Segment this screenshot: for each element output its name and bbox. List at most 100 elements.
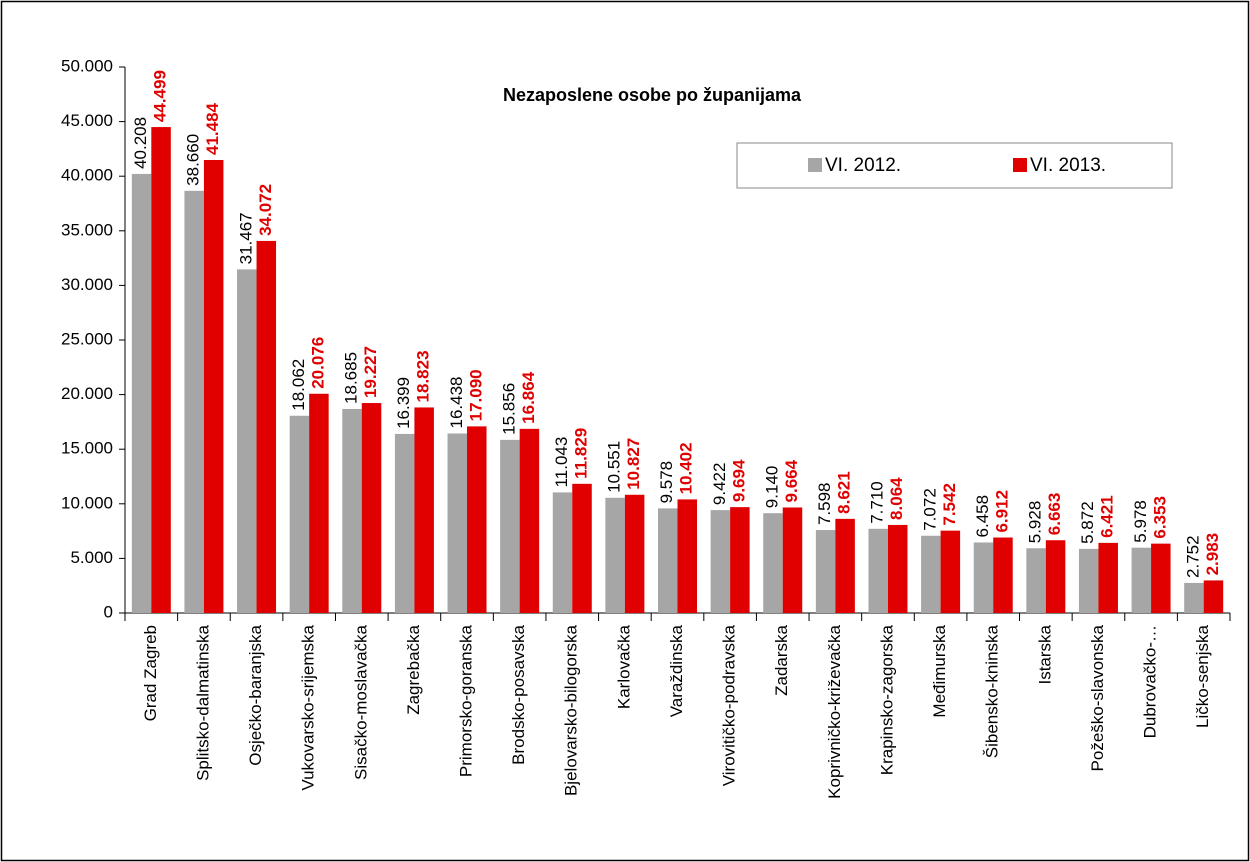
x-tick-label: Krapinsko-zagorska (877, 624, 896, 775)
legend-label: VI. 2013. (1030, 155, 1106, 176)
data-label: 9.694 (729, 459, 748, 502)
data-label: 6.912 (992, 490, 1011, 533)
y-tick-label: 30.000 (61, 275, 113, 294)
bar (815, 530, 836, 613)
bar (1151, 543, 1171, 613)
x-tick-label: Vukovarsko-srijemska (299, 624, 318, 790)
bar (552, 492, 573, 613)
bar (394, 433, 415, 613)
bar (1203, 580, 1224, 613)
bar (414, 407, 434, 613)
y-tick-label: 40.000 (61, 166, 113, 185)
x-tick-label: Šibensko-kninska (983, 624, 1002, 758)
bar (730, 507, 750, 613)
x-tick-label: Grad Zagreb (141, 625, 160, 721)
data-label: 7.542 (940, 483, 959, 526)
bar (993, 537, 1013, 613)
data-label: 20.076 (308, 337, 327, 389)
bar (519, 428, 540, 613)
data-label: 2.752 (1183, 535, 1202, 578)
data-label: 5.872 (1078, 501, 1097, 544)
bar (500, 439, 520, 613)
x-tick-label: Požeško-slavonska (1088, 624, 1107, 771)
y-tick-label: 0 (104, 602, 113, 621)
bar (940, 530, 961, 613)
data-label: 8.621 (835, 471, 854, 514)
data-label: 10.402 (677, 442, 696, 494)
bar (1098, 542, 1118, 613)
x-tick-label: Virovitičko-podravska (720, 624, 739, 786)
data-label: 5.928 (1026, 501, 1045, 544)
x-tick-label: Karlovačka (614, 624, 633, 709)
data-label: 9.578 (657, 461, 676, 504)
x-tick-label: Koprivničko-križevačka (825, 624, 844, 798)
x-tick-label: Ličko-senjska (1193, 624, 1212, 728)
bar (447, 433, 468, 613)
bar (921, 535, 941, 613)
bar (203, 159, 224, 613)
data-label: 8.064 (887, 477, 906, 520)
bar (782, 507, 803, 613)
data-label: 7.710 (868, 481, 887, 524)
y-tick-label: 20.000 (61, 384, 113, 403)
data-label: 6.421 (1098, 495, 1117, 538)
data-label: 11.829 (571, 428, 590, 479)
data-label: 15.856 (499, 383, 518, 435)
data-label: 2.983 (1203, 533, 1222, 576)
y-tick-label: 35.000 (61, 220, 113, 239)
bar (1045, 540, 1066, 613)
y-tick-label: 50.000 (61, 56, 113, 75)
bar (658, 508, 678, 613)
data-label: 11.043 (552, 437, 571, 488)
bar (361, 403, 382, 613)
bar (1131, 547, 1152, 613)
data-label: 18.823 (414, 350, 433, 402)
data-label: 38.660 (184, 134, 203, 186)
x-tick-label: Bjelovarsko-bilogorska (562, 624, 581, 796)
data-label: 16.399 (394, 377, 413, 429)
bar (256, 240, 277, 613)
x-tick-label: Splitsko-dalmatinska (193, 624, 212, 780)
legend-swatch (808, 158, 822, 172)
bar (710, 510, 731, 613)
bar (677, 499, 697, 613)
data-label: 19.227 (361, 346, 380, 398)
x-tick-label: Međimurska (930, 624, 949, 717)
data-label: 31.467 (236, 212, 255, 264)
data-label: 18.062 (289, 359, 308, 411)
bar (868, 528, 888, 613)
bar (624, 494, 645, 613)
x-tick-label: Brodsko-posavska (509, 624, 528, 764)
x-tick-label: Zagrebačka (404, 624, 423, 714)
x-tick-label: Sisačko-moslavačka (351, 624, 370, 779)
data-label: 6.353 (1150, 496, 1169, 539)
bar (835, 518, 855, 613)
data-label: 41.484 (203, 102, 222, 155)
data-label: 9.422 (710, 463, 729, 506)
bar (467, 426, 487, 613)
legend-label: VI. 2012. (825, 155, 901, 176)
y-tick-label: 10.000 (61, 493, 113, 512)
bar (184, 190, 204, 613)
y-tick-label: 45.000 (61, 111, 113, 130)
bar (151, 127, 171, 613)
x-tick-label: Istarska (1035, 624, 1054, 684)
x-tick-label: Dubrovačko-… (1141, 625, 1160, 738)
y-tick-label: 15.000 (61, 439, 113, 458)
bar (131, 173, 152, 613)
x-tick-label: Zadarska (772, 624, 791, 695)
data-label: 17.090 (466, 369, 485, 421)
data-label: 40.208 (131, 117, 150, 169)
bar (605, 497, 625, 613)
x-tick-label: Primorsko-goranska (457, 624, 476, 777)
data-label: 7.072 (920, 488, 939, 531)
bar (763, 513, 783, 613)
data-label: 16.438 (447, 376, 466, 428)
data-label: 6.663 (1045, 493, 1064, 536)
bar (237, 269, 257, 613)
data-label: 34.072 (256, 184, 275, 236)
y-tick-label: 25.000 (61, 329, 113, 348)
bar (342, 408, 362, 613)
chart-title: Nezaposlene osobe po županijama (503, 85, 802, 105)
